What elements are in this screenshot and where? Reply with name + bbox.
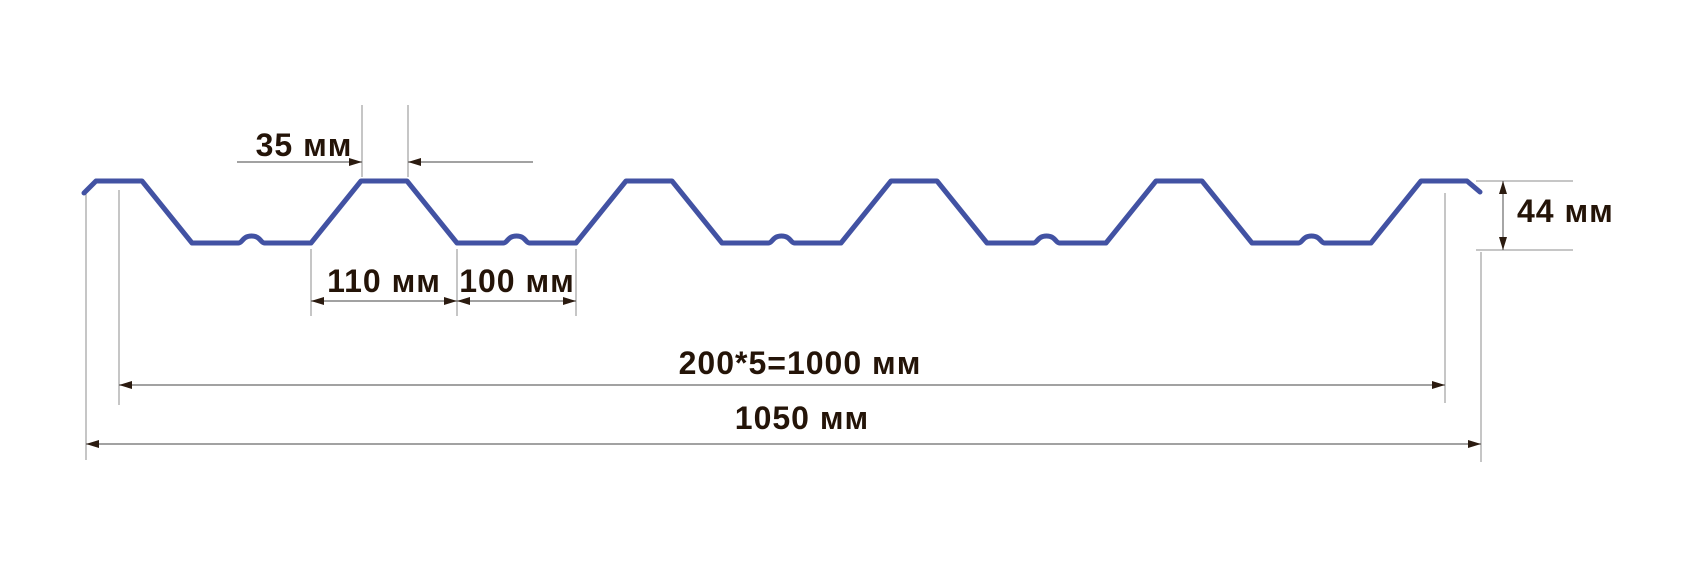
dim-label-profile-height: 44 мм: [1517, 193, 1614, 229]
dim-label-rib-top-width: 35 мм: [256, 127, 353, 163]
dim-label-overall-width: 1050 мм: [735, 400, 869, 436]
profile-sheet: [81, 178, 1483, 246]
dim-label-working-width: 200*5=1000 мм: [679, 345, 922, 381]
dim-label-valley-width: 100 мм: [459, 263, 575, 299]
dim-label-rib-base-width: 110 мм: [327, 263, 441, 299]
dimension-lines: [85, 105, 1573, 462]
dimension-labels: 35 мм 110 мм 100 мм 44 мм 200*5=1000 мм …: [256, 127, 1614, 436]
